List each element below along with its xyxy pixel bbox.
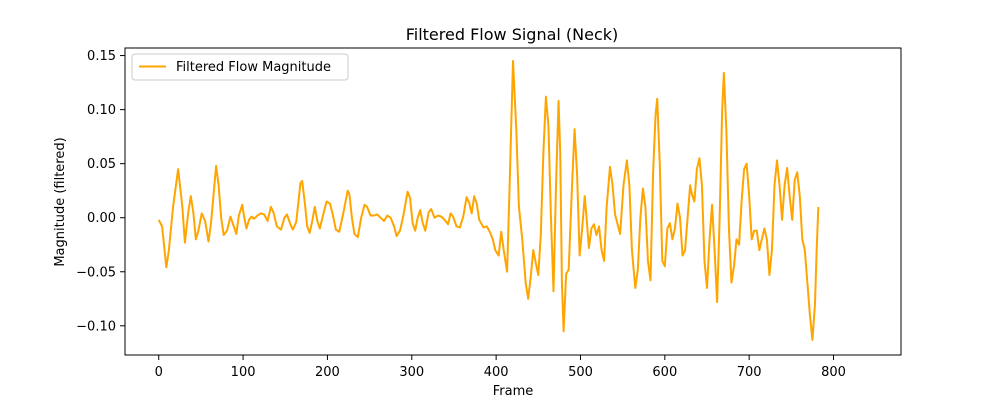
legend-label: Filtered Flow Magnitude	[176, 60, 331, 75]
plot-area	[157, 59, 820, 341]
y-tick-label: −0.05	[76, 265, 116, 280]
y-axis-label: Magnitude (filtered)	[53, 137, 68, 266]
y-tick-label: 0.15	[87, 49, 116, 64]
x-tick-label: 600	[652, 365, 677, 380]
x-tick-label: 200	[315, 365, 340, 380]
y-axis: −0.10 −0.05 0.00 0.05 0.10 0.15	[76, 49, 125, 334]
series-line-0	[157, 59, 820, 341]
x-tick-label: 500	[568, 365, 593, 380]
x-axis-label: Frame	[493, 384, 534, 399]
chart-title: Filtered Flow Signal (Neck)	[406, 25, 619, 44]
x-tick-label: 700	[737, 365, 762, 380]
x-tick-label: 300	[399, 365, 424, 380]
y-tick-label: 0.00	[87, 211, 116, 226]
x-axis: 0 100 200 300 400 500 600 700 800	[155, 355, 846, 380]
x-tick-label: 100	[231, 365, 256, 380]
x-tick-label: 400	[484, 365, 509, 380]
y-tick-label: 0.10	[87, 103, 116, 118]
plot-frame	[124, 47, 902, 356]
y-tick-label: −0.10	[76, 319, 116, 334]
legend: Filtered Flow Magnitude	[131, 53, 349, 81]
legend-box	[131, 53, 349, 81]
x-tick-label: 800	[821, 365, 846, 380]
x-tick-label: 0	[155, 365, 163, 380]
y-tick-label: 0.05	[87, 157, 116, 172]
